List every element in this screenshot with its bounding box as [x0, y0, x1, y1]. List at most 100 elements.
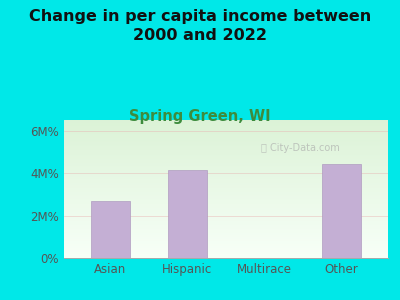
- Bar: [64, 242, 388, 243]
- Bar: [64, 208, 388, 210]
- Bar: [64, 217, 388, 218]
- Bar: [64, 190, 388, 192]
- Bar: [64, 201, 388, 203]
- Bar: [64, 204, 388, 206]
- Bar: [64, 203, 388, 204]
- Bar: [64, 214, 388, 215]
- Bar: [64, 212, 388, 214]
- Bar: [64, 199, 388, 200]
- Bar: [64, 218, 388, 219]
- Bar: [64, 157, 388, 159]
- Bar: [64, 141, 388, 142]
- Bar: [64, 256, 388, 258]
- Bar: [64, 150, 388, 152]
- Bar: [64, 143, 388, 145]
- Bar: [64, 146, 388, 148]
- Bar: [64, 189, 388, 190]
- Bar: [64, 237, 388, 239]
- Bar: [64, 134, 388, 135]
- Bar: [64, 254, 388, 255]
- Bar: [64, 168, 388, 170]
- Bar: [64, 161, 388, 163]
- Bar: [91, 201, 130, 258]
- Bar: [64, 186, 388, 188]
- Bar: [64, 171, 388, 172]
- Bar: [64, 255, 388, 256]
- Bar: [64, 139, 388, 141]
- Bar: [64, 138, 388, 139]
- Bar: [64, 181, 388, 182]
- Bar: [64, 163, 388, 164]
- Bar: [64, 230, 388, 232]
- Bar: [64, 236, 388, 237]
- Bar: [64, 166, 388, 167]
- Bar: [64, 170, 388, 171]
- Bar: [64, 124, 388, 125]
- Bar: [64, 251, 388, 253]
- Bar: [64, 123, 388, 124]
- Bar: [64, 160, 388, 161]
- Bar: [64, 122, 388, 123]
- Bar: [64, 232, 388, 233]
- Bar: [64, 145, 388, 146]
- Bar: [64, 148, 388, 149]
- Bar: [64, 142, 388, 143]
- Bar: [64, 211, 388, 212]
- Bar: [64, 154, 388, 156]
- Text: ⓘ City-Data.com: ⓘ City-Data.com: [261, 142, 340, 153]
- Bar: [64, 152, 388, 153]
- Bar: [64, 177, 388, 178]
- Bar: [64, 215, 388, 217]
- Bar: [64, 210, 388, 211]
- Bar: [64, 200, 388, 201]
- Bar: [64, 207, 388, 208]
- Bar: [64, 135, 388, 136]
- Bar: [64, 127, 388, 128]
- Bar: [64, 192, 388, 193]
- Bar: [64, 182, 388, 184]
- Bar: [64, 225, 388, 226]
- Bar: [64, 197, 388, 199]
- Bar: [64, 243, 388, 244]
- Bar: [64, 206, 388, 207]
- Bar: [64, 240, 388, 242]
- Bar: [64, 229, 388, 230]
- Bar: [64, 179, 388, 181]
- Bar: [64, 196, 388, 197]
- Text: Change in per capita income between
2000 and 2022: Change in per capita income between 2000…: [29, 9, 371, 43]
- Bar: [64, 178, 388, 179]
- Bar: [64, 193, 388, 194]
- Bar: [64, 172, 388, 174]
- Bar: [322, 164, 361, 258]
- Bar: [64, 153, 388, 154]
- Bar: [64, 164, 388, 166]
- Bar: [64, 233, 388, 235]
- Bar: [64, 130, 388, 131]
- Bar: [64, 226, 388, 228]
- Bar: [64, 246, 388, 247]
- Bar: [64, 120, 388, 122]
- Bar: [64, 174, 388, 175]
- Bar: [64, 185, 388, 186]
- Bar: [64, 156, 388, 157]
- Bar: [64, 149, 388, 150]
- Bar: [64, 167, 388, 168]
- Bar: [64, 219, 388, 221]
- Bar: [64, 132, 388, 134]
- Bar: [64, 244, 388, 246]
- Bar: [64, 159, 388, 160]
- Bar: [64, 222, 388, 224]
- Bar: [64, 128, 388, 130]
- Bar: [64, 184, 388, 185]
- Bar: [64, 239, 388, 240]
- Bar: [64, 247, 388, 248]
- Bar: [64, 136, 388, 138]
- Bar: [64, 194, 388, 196]
- Bar: [64, 228, 388, 229]
- Bar: [64, 248, 388, 250]
- Bar: [64, 188, 388, 189]
- Bar: [64, 235, 388, 236]
- Bar: [64, 253, 388, 254]
- Bar: [168, 170, 207, 258]
- Bar: [64, 131, 388, 132]
